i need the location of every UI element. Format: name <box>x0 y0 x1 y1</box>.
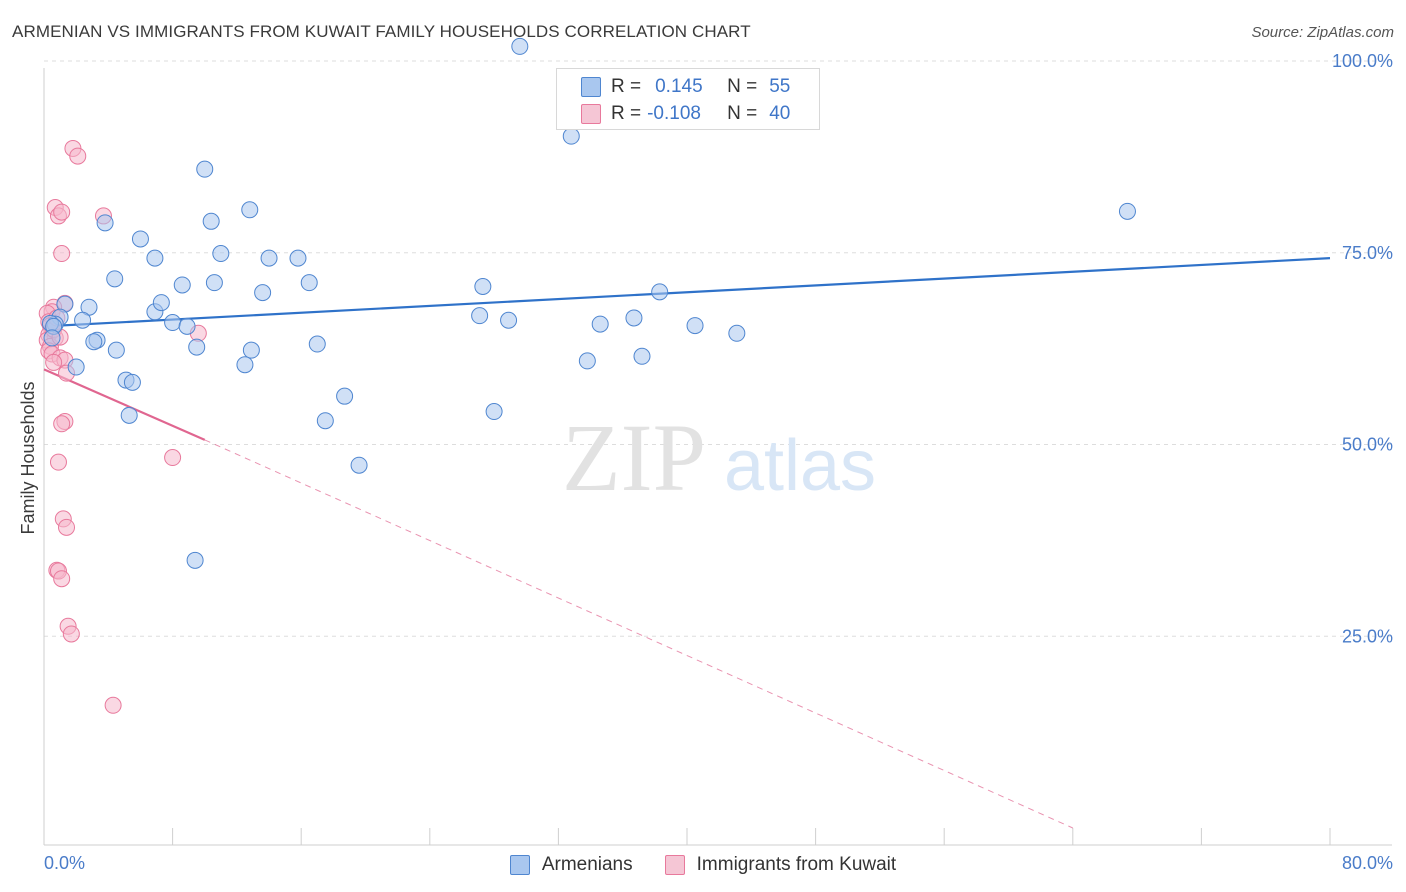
point-armenians <box>651 283 669 301</box>
stats-row-kuwait: R = -0.108 N = 40 <box>581 101 790 127</box>
r-label: R = <box>611 76 642 97</box>
point-armenians <box>242 341 260 359</box>
armenians-swatch <box>509 855 530 875</box>
source-attribution: Source: ZipAtlas.com <box>1251 24 1394 41</box>
point-kuwait <box>104 696 122 714</box>
point-armenians <box>260 249 278 267</box>
point-armenians <box>336 387 354 405</box>
point-armenians <box>123 373 141 391</box>
point-armenians <box>43 329 61 347</box>
point-armenians <box>152 294 170 312</box>
trend-line-armenians <box>43 257 1331 328</box>
point-armenians <box>1118 202 1136 220</box>
point-kuwait <box>62 625 80 643</box>
point-armenians <box>96 214 114 232</box>
x-tick-label: 0.0% <box>44 853 85 873</box>
watermark-atlas: atlas <box>724 426 876 506</box>
legend-item-kuwait[interactable]: Immigrants from Kuwait <box>664 854 897 876</box>
point-armenians <box>562 127 580 145</box>
point-armenians <box>289 249 307 267</box>
point-kuwait <box>58 518 76 536</box>
point-armenians <box>205 274 223 292</box>
trend-lines <box>43 257 1331 829</box>
y-tick-label: 75.0% <box>1342 243 1393 263</box>
series-legend: Armenians Immigrants from Kuwait <box>0 851 1406 879</box>
point-armenians <box>578 352 596 370</box>
point-kuwait <box>53 245 71 263</box>
point-armenians <box>633 347 651 365</box>
point-armenians <box>107 341 125 359</box>
point-armenians <box>212 245 230 263</box>
point-kuwait <box>45 353 63 371</box>
tick-labels: 100.0% 75.0% 50.0% 25.0% 0.0% 80.0% <box>44 51 1393 873</box>
kuwait-swatch <box>581 104 601 124</box>
x-tick-label: 80.0% <box>1342 853 1393 873</box>
point-armenians <box>350 456 368 474</box>
point-armenians <box>471 307 489 325</box>
point-armenians <box>164 314 182 332</box>
stats-row-armenians: R = 0.145 N = 55 <box>581 74 790 100</box>
point-armenians <box>728 324 746 342</box>
point-kuwait <box>53 570 71 588</box>
chart-title: ARMENIAN VS IMMIGRANTS FROM KUWAIT FAMIL… <box>12 22 751 41</box>
r-label: R = <box>611 103 642 124</box>
point-kuwait <box>49 453 67 471</box>
point-kuwait <box>53 203 71 221</box>
trend-line-kuwait-extrapolated <box>204 439 1074 829</box>
n-value: 55 <box>769 76 791 97</box>
point-armenians <box>146 249 164 267</box>
point-armenians <box>106 270 124 288</box>
legend-label: Armenians <box>541 854 633 875</box>
point-armenians <box>500 311 518 329</box>
kuwait-swatch <box>664 855 685 875</box>
y-tick-label: 100.0% <box>1332 51 1393 71</box>
point-armenians <box>85 333 103 351</box>
point-armenians <box>485 403 503 421</box>
point-armenians <box>67 358 85 376</box>
y-tick-label: 50.0% <box>1342 435 1393 455</box>
r-value: 0.145 <box>655 76 703 97</box>
r-value: -0.108 <box>647 103 701 124</box>
point-armenians <box>511 37 529 55</box>
y-axis-label: Family Households <box>18 381 38 534</box>
legend-label: Immigrants from Kuwait <box>696 854 897 875</box>
point-armenians <box>120 406 138 424</box>
watermark: ZIP atlas <box>562 404 876 511</box>
point-armenians <box>300 274 318 292</box>
point-armenians <box>188 338 206 356</box>
point-armenians <box>131 230 149 248</box>
point-armenians <box>308 335 326 353</box>
point-armenians <box>173 276 191 294</box>
legend-item-armenians[interactable]: Armenians <box>509 854 633 876</box>
point-kuwait <box>53 415 71 433</box>
axes <box>43 68 1392 846</box>
armenians-swatch <box>581 77 601 97</box>
stats-legend: R = 0.145 N = 55 R = -0.108 N = 40 <box>556 68 820 130</box>
point-armenians <box>474 277 492 295</box>
point-armenians <box>254 284 272 302</box>
n-label: N = <box>727 76 758 97</box>
point-armenians <box>196 160 214 178</box>
y-tick-label: 25.0% <box>1342 626 1393 646</box>
n-value: 40 <box>769 103 791 124</box>
point-kuwait <box>164 449 182 467</box>
point-armenians <box>241 201 259 219</box>
point-armenians <box>686 317 704 335</box>
point-kuwait <box>69 147 87 165</box>
data-points <box>38 37 1136 714</box>
watermark-zip: ZIP <box>562 404 706 511</box>
point-armenians <box>186 551 204 569</box>
point-armenians <box>178 317 196 335</box>
point-armenians <box>625 309 643 327</box>
point-armenians <box>236 356 254 374</box>
point-armenians <box>74 311 92 329</box>
trend-line-kuwait <box>43 368 206 441</box>
n-label: N = <box>727 103 758 124</box>
point-armenians <box>316 412 334 430</box>
point-armenians <box>202 212 220 230</box>
point-armenians <box>591 315 609 333</box>
